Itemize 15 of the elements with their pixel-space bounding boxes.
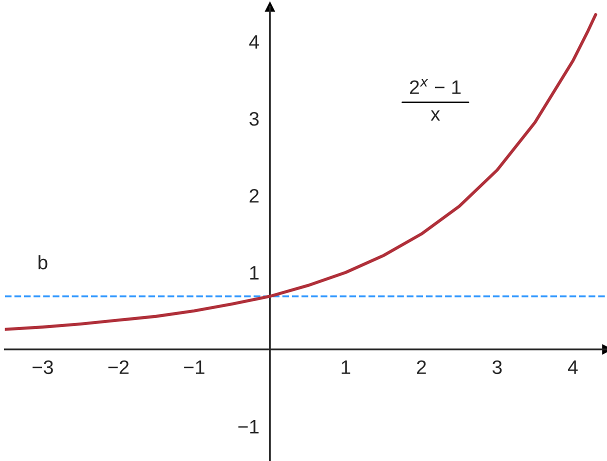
x-tick-label: 2 — [417, 360, 426, 374]
y-tick-label: −1 — [238, 420, 259, 434]
x-tick-label: 4 — [568, 360, 578, 374]
y-tick-label: 2 — [250, 188, 259, 203]
x-tick-label: 1 — [342, 360, 350, 374]
annotation: 2$^{x}$ − 1 x — [410, 79, 461, 121]
y-tick-label: 1 — [250, 266, 259, 280]
x-tick-label: 3 — [492, 360, 502, 374]
line-series — [4, 13, 598, 331]
x-tick-label: −1 — [184, 360, 204, 374]
x-tick-label: −3 — [32, 360, 53, 374]
y-tick-label: 3 — [249, 112, 259, 126]
y-tick-label: 4 — [249, 35, 259, 49]
x-tick-label: −2 — [108, 360, 129, 374]
ref-line-label: b — [38, 255, 48, 270]
